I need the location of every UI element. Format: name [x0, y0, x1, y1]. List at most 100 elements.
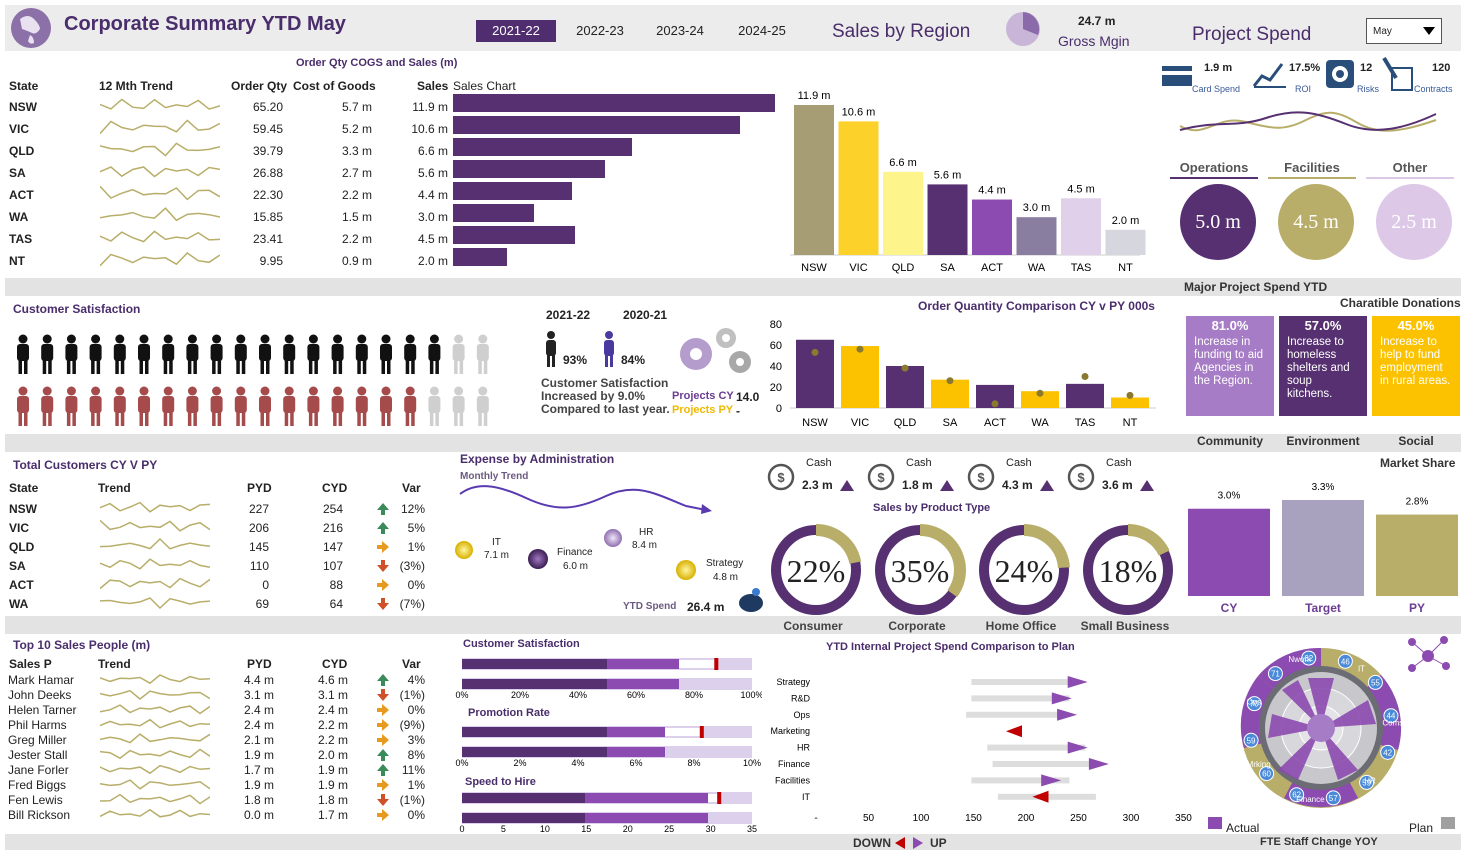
- month-select[interactable]: May: [1366, 18, 1442, 44]
- order-row-sales: 6.6 m: [417, 144, 448, 158]
- top-row-cyd: 1.8 m: [317, 793, 348, 807]
- spend-trend-sparkline: [1179, 111, 1437, 132]
- top-row-var: 4%: [407, 673, 425, 687]
- svg-text:$: $: [1077, 470, 1085, 485]
- person-icon: [452, 386, 465, 426]
- product-donut: [1082, 524, 1174, 616]
- bullet-tick: 10%: [743, 758, 761, 768]
- spend-circle: 2.5 m: [1376, 184, 1452, 260]
- col-trend: 12 Mth Trend: [99, 79, 174, 93]
- svg-text:$: $: [877, 470, 885, 485]
- person-icon: [65, 386, 78, 426]
- tc-row-state: SA: [9, 559, 26, 573]
- ocmp-py-marker: [901, 364, 909, 372]
- top-row-name: Jester Stall: [8, 748, 68, 762]
- people-pictogram: [17, 334, 489, 426]
- arrow-right-icon: [377, 579, 389, 591]
- top-trend-sparkline: [100, 733, 210, 744]
- tc-row-pyd: 227: [248, 502, 269, 516]
- kpi-risks-value: 12: [1360, 62, 1373, 74]
- bullet-target-fill: [665, 728, 700, 736]
- top-row-cyd: 2.4 m: [317, 703, 348, 717]
- person-icon: [355, 334, 368, 374]
- tab-2023-24[interactable]: 2023-24: [656, 23, 704, 38]
- order-row-state: TAS: [9, 232, 33, 246]
- tc-row-var: (7%): [399, 597, 425, 611]
- person-icon: [604, 331, 614, 367]
- arrow-up-icon: [377, 674, 389, 686]
- region-bar: [794, 105, 834, 255]
- sales-bar: [453, 182, 573, 200]
- triangle-up-icon: [1140, 480, 1154, 491]
- region-cat-label: NT: [1118, 262, 1133, 274]
- cash-icon: $: [867, 463, 895, 491]
- cash-value: 4.3 m: [1002, 478, 1033, 492]
- top-row-pyd: 1.7 m: [243, 763, 274, 777]
- bullet-tick: 40%: [569, 690, 587, 700]
- kpi-roi-label: ROI: [1295, 84, 1312, 94]
- donation-label: Social: [1398, 434, 1434, 448]
- bullet-target: [714, 658, 719, 670]
- fte-node: [1259, 766, 1275, 782]
- exp-finance-value: 6.0 m: [563, 561, 589, 572]
- top-row-var: 1%: [407, 778, 425, 792]
- top-row-cyd: 3.1 m: [317, 688, 348, 702]
- page-title: Corporate Summary YTD May: [64, 13, 346, 35]
- order-row-qty: 39.79: [252, 144, 283, 158]
- order-row-cogs: 5.2 m: [341, 122, 372, 136]
- top-row-name: Phil Harms: [8, 718, 67, 732]
- person-icon: [89, 334, 102, 374]
- tc-row-var: 12%: [400, 502, 425, 516]
- person-icon: [380, 386, 392, 426]
- ocmp-ytick: 20: [770, 382, 782, 394]
- tab-2024-25[interactable]: 2024-25: [738, 23, 786, 38]
- person-icon: [452, 334, 465, 374]
- order-cmp-chart: 0 20 40 60 80 NSW VIC QLD SA ACT WA TAS NT: [770, 319, 1156, 429]
- ytd-cat: Strategy: [776, 677, 810, 687]
- tab-2021-22[interactable]: 2021-22: [476, 20, 556, 42]
- ytd-cat: Ops: [793, 710, 810, 720]
- ytd-plan-bar: [987, 744, 1086, 751]
- tc-row-pyd: 110: [249, 559, 269, 573]
- top-col-pyd: PYD: [247, 657, 272, 671]
- finance-bubble: [528, 549, 548, 569]
- donation-text: Increase to help to fund employment in r…: [1380, 336, 1451, 387]
- bullet-bar: [462, 813, 585, 823]
- ytd-spend-value: 26.4 m: [687, 600, 725, 614]
- region-bar-label: 11.9 m: [798, 90, 831, 102]
- spend-label: Facilities: [1268, 160, 1356, 179]
- col-cogs: Cost of Goods: [293, 79, 376, 93]
- fte-node: [1383, 708, 1399, 724]
- product-pct: 35%: [890, 553, 950, 589]
- order-trend-sparkline: [100, 230, 220, 243]
- tab-2022-23[interactable]: 2022-23: [576, 23, 624, 38]
- tc-row-var: (3%): [399, 559, 425, 573]
- fte-node: [1289, 787, 1305, 803]
- bullet-tick: 30: [706, 824, 716, 834]
- order-row-state: NT: [9, 254, 25, 268]
- tc-row-pyd: 145: [248, 540, 269, 554]
- bullet-tick: 100%: [740, 690, 762, 700]
- tc-col-var: Var: [402, 481, 421, 495]
- order-row-sales: 10.6 m: [411, 122, 448, 136]
- section-band: [5, 616, 1461, 634]
- down-arrow-icon: [895, 837, 905, 849]
- tc-row-cyd: 107: [322, 559, 343, 573]
- fte-segment-label: Finance: [1296, 795, 1325, 804]
- person-icon: [404, 334, 417, 374]
- order-cmp-title: Order Quantity Comparison CY v PY 000s: [918, 299, 1155, 313]
- ms-value: 3.3%: [1312, 482, 1335, 493]
- fte-segment-label: Ops: [1247, 698, 1262, 707]
- fte-segment-label: HR: [1364, 777, 1376, 786]
- fte-node-label: 55: [1371, 678, 1380, 687]
- tc-row-cyd: 88: [329, 578, 343, 592]
- order-row-sales: 3.0 m: [417, 210, 448, 224]
- ytd-tick: 250: [1070, 813, 1087, 824]
- top-col-var: Var: [402, 657, 421, 671]
- arrow-down-icon: [377, 560, 389, 572]
- arrow-up-icon: [377, 503, 389, 515]
- product-donut: [978, 524, 1070, 616]
- top-row-cyd: 2.0 m: [317, 748, 348, 762]
- top-row-name: Greg Miller: [8, 733, 67, 747]
- ocmp-ytick: 0: [776, 403, 782, 415]
